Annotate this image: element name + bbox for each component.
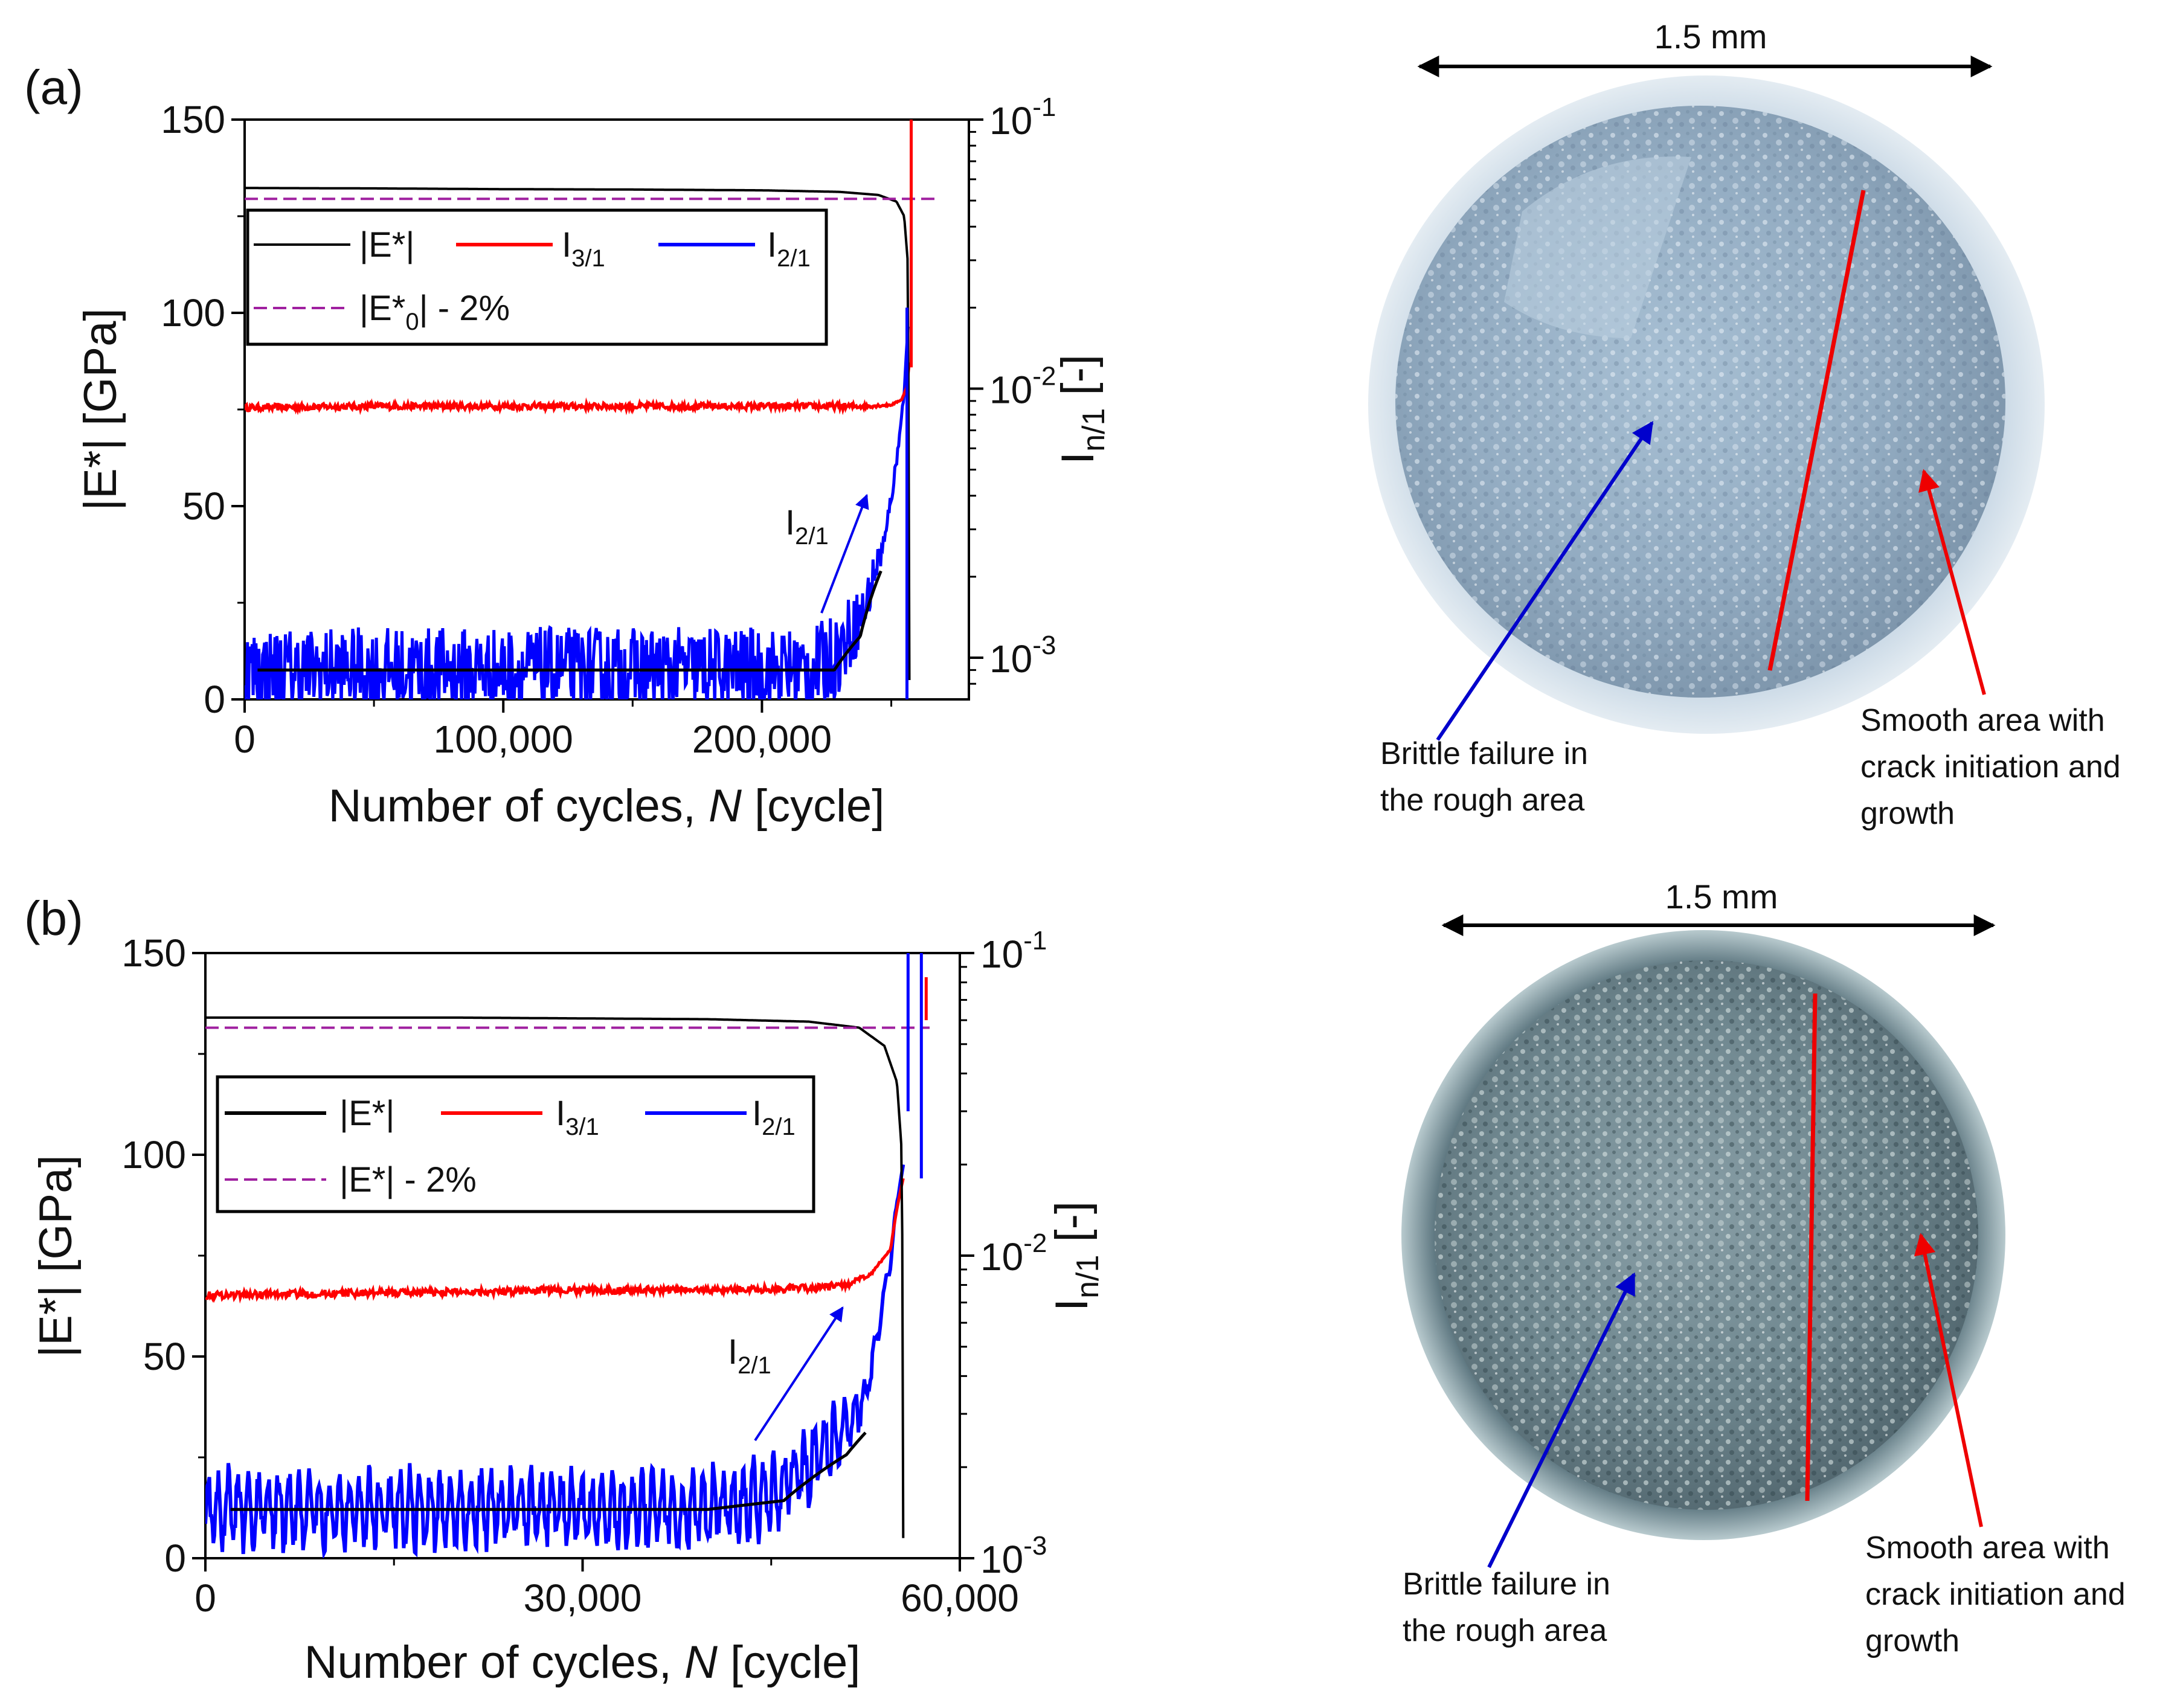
legend-label-modulus-a: |E*|: [359, 225, 414, 265]
series-line-i21-b: [205, 1164, 905, 1558]
caption-rough-area-b: Brittle failure in the rough area: [1403, 1567, 1619, 1648]
y-right-tick-label-b: 10-3: [980, 1531, 1047, 1581]
panel-label-a: (a): [24, 60, 83, 114]
legend-label-i21-b: I2/1: [752, 1094, 796, 1140]
y-axis-title-left-b: |E*| [GPa]: [30, 1155, 82, 1357]
series-line-modulus-b: [205, 1016, 905, 1538]
crack-boundary-line-a: [1767, 190, 1866, 671]
y-left-tick-label-b: 50: [143, 1335, 186, 1378]
legend-label-threshold-b: |E*| - 2%: [339, 1160, 477, 1199]
x-axis-title-a: Number of cycles, N [cycle]: [329, 780, 885, 832]
x-tick-label-a: 0: [234, 718, 256, 761]
caption-smooth-area-a: Smooth area with crack initiation and gr…: [1860, 703, 2129, 831]
y-right-tick-label-b: 10-1: [980, 926, 1047, 976]
series-line-i21-trend-a: [257, 570, 883, 672]
smooth-area-arrow-a: [1918, 469, 1986, 695]
legend-label-i21-a: I2/1: [767, 225, 811, 272]
x-tick-label-a: 100,000: [434, 718, 573, 761]
caption-smooth-area-b: Smooth area with crack initiation and gr…: [1865, 1530, 2134, 1658]
annotation-label-i21-b: I2/1: [728, 1332, 771, 1379]
legend-box-b: [216, 1075, 815, 1213]
legend-box-a: [246, 208, 828, 346]
y-right-tick-label-b: 10-2: [980, 1228, 1047, 1279]
legend-b: |E*| I3/1 I2/1 |E*| - 2%: [216, 1075, 815, 1213]
caption-rough-area-a: Brittle failure in the rough area: [1380, 736, 1596, 818]
series-line-i31-a: [245, 362, 911, 416]
annotation-arrow-i21-b: [754, 1306, 844, 1442]
x-tick-label-a: 200,000: [692, 718, 832, 761]
chart-panel-b: (b) 0 30,000 60,000 0 50 100 150 10-3 10-2 10-1 |…: [24, 891, 1105, 1688]
legend-label-threshold-a: |E*0| - 2%: [359, 289, 510, 335]
fracture-photo-a: 1.5 mm Brittle failure in the rough area…: [1368, 18, 2129, 831]
fracture-photo-b: 1.5 mm Brittle failure in the rough area…: [1401, 878, 2134, 1658]
smooth-region-a: [1504, 156, 1691, 338]
y-axis-title-left-a: |E*| [GPa]: [75, 308, 126, 510]
y-axis-title-right-b: In/1 [-]: [1046, 1201, 1105, 1311]
y-left-tick-label-a: 0: [204, 678, 225, 721]
x-tick-label-b: 30,000: [524, 1576, 642, 1620]
y-axis-title-right-a: In/1 [-]: [1052, 355, 1111, 464]
y-left-tick-label-b: 0: [164, 1536, 186, 1580]
annotation-label-i21-a: I2/1: [785, 503, 829, 550]
series-line-i31-b: [205, 1178, 905, 1304]
legend-label-i31-a: I3/1: [562, 225, 605, 272]
axis-ticks-b: 0 30,000 60,000 0 50 100 150 10-3 10-2 10-1: [121, 926, 1047, 1620]
smooth-area-arrow-b: [1914, 1233, 1983, 1527]
legend-a: |E*| I3/1 I2/1 |E*0| - 2%: [246, 208, 828, 346]
plot-frame-b: [204, 952, 961, 1559]
y-left-tick-label-a: 150: [161, 98, 225, 141]
legend-label-modulus-b: |E*|: [339, 1094, 394, 1133]
y-right-tick-label-a: 10-2: [989, 361, 1056, 411]
chart-panel-a: (a) 0 100,000 200,000 0 50 100 150 10-3 10-2 10-1…: [24, 60, 1111, 832]
rough-area-arrow-a: [1436, 421, 1654, 741]
annotation-arrow-i21-a: [820, 493, 869, 614]
y-left-tick-label-b: 100: [121, 1133, 186, 1177]
surface-texture-b: [1435, 960, 1978, 1510]
series-line-modulus-a: [245, 187, 911, 681]
series-line-i21-trend-b: [230, 1431, 867, 1511]
axis-ticks-a: 0 100,000 200,000 0 50 100 150 10-3 10-2 10-1: [161, 92, 1056, 761]
scale-label-b: 1.5 mm: [1665, 878, 1778, 916]
y-right-tick-label-a: 10-3: [989, 631, 1056, 681]
x-axis-title-b: Number of cycles, N [cycle]: [304, 1637, 861, 1688]
panel-label-b: (b): [24, 891, 83, 945]
crack-boundary-line-b: [1805, 993, 1818, 1501]
surface-texture-a: [1395, 106, 2005, 698]
scale-label-a: 1.5 mm: [1654, 18, 1767, 56]
y-left-tick-label-b: 150: [121, 931, 186, 975]
rough-area-arrow-b: [1487, 1272, 1636, 1568]
y-right-tick-label-a: 10-1: [989, 92, 1056, 143]
y-left-tick-label-a: 100: [161, 291, 225, 335]
x-tick-label-b: 60,000: [901, 1576, 1019, 1620]
series-line-i21-a: [245, 326, 910, 699]
legend-label-i31-b: I3/1: [556, 1094, 599, 1140]
y-left-tick-label-a: 50: [182, 484, 225, 528]
x-tick-label-b: 0: [195, 1576, 216, 1620]
